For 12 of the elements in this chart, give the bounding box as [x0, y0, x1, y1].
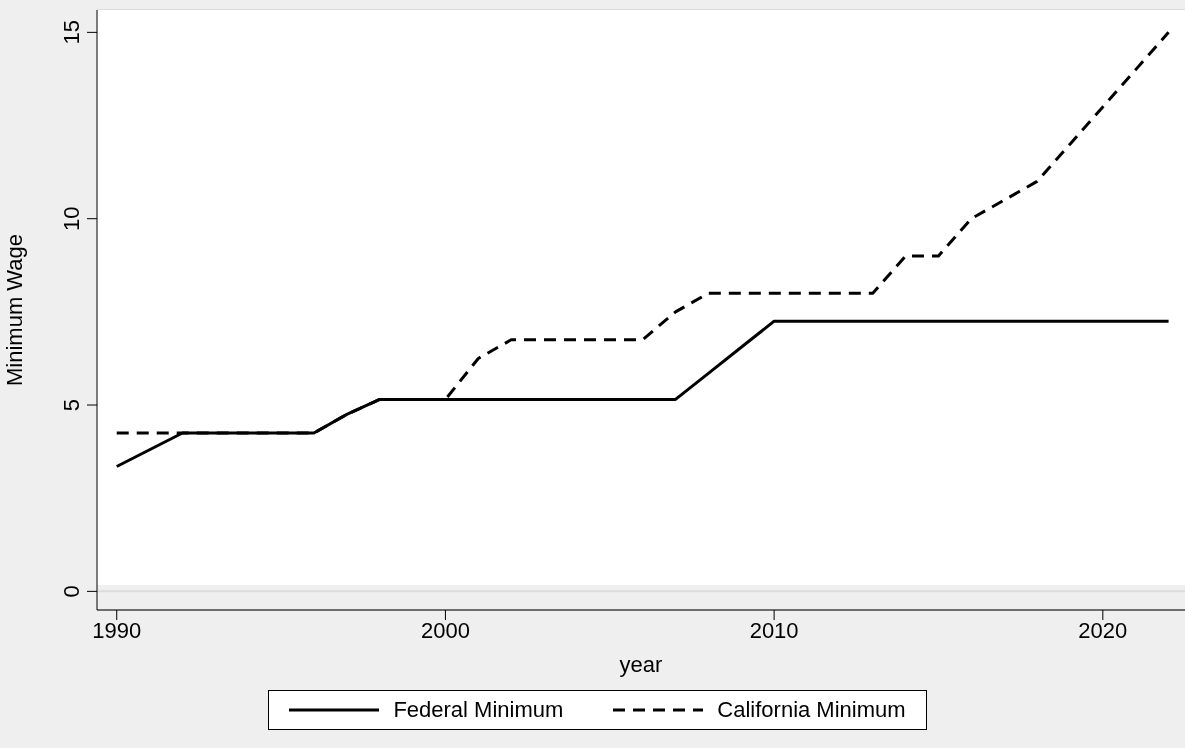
- legend-label: California Minimum: [717, 697, 906, 723]
- x-tick-label: 2020: [1078, 617, 1128, 643]
- y-tick-label: 5: [59, 398, 84, 412]
- x-axis-title: year: [619, 652, 663, 677]
- y-tick-label: 15: [59, 20, 84, 45]
- x-tick-label: 2010: [749, 617, 799, 643]
- legend-label: Federal Minimum: [393, 697, 564, 723]
- x-tick-label: 2000: [420, 617, 470, 643]
- y-tick-label: 0: [59, 585, 84, 598]
- x-tick-label: 1990: [92, 617, 142, 643]
- y-axis-title: Minimum Wage: [1, 234, 27, 386]
- y-tick-label: 10: [59, 206, 84, 231]
